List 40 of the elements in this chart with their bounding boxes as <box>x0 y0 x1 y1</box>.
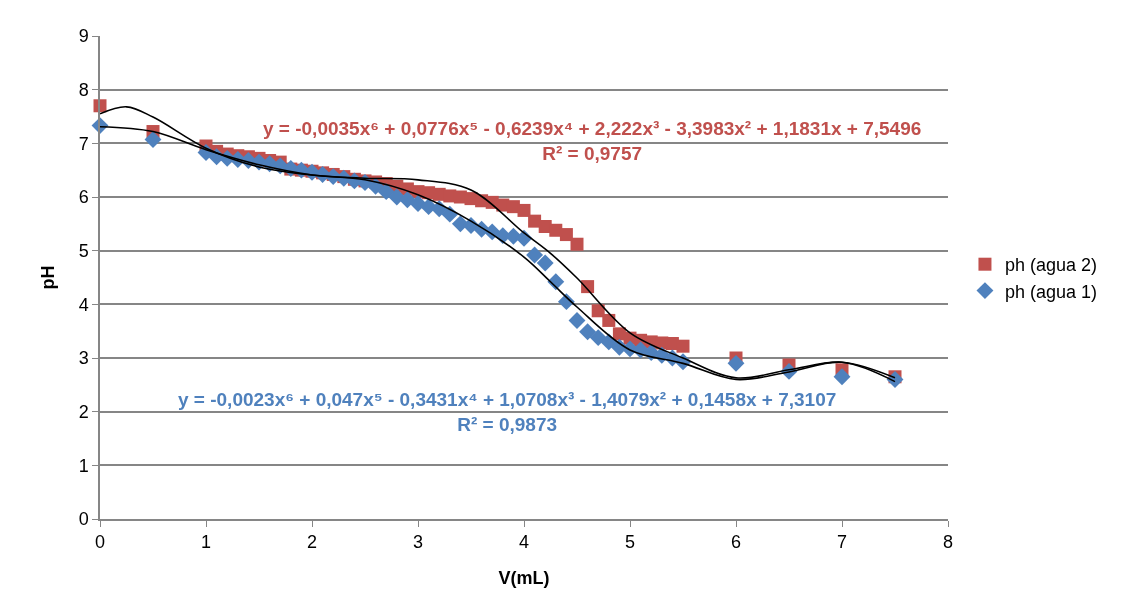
y-tick-label: 2 <box>78 401 89 422</box>
point <box>377 183 395 201</box>
x-tick-label: 3 <box>412 532 424 553</box>
y-tick-label: 0 <box>78 509 89 530</box>
x-tick-label: 1 <box>200 532 212 553</box>
y-tick-label: 1 <box>78 455 89 476</box>
x-tick-label: 6 <box>730 532 742 553</box>
point <box>517 203 531 217</box>
point <box>144 131 162 149</box>
x-tick-label: 2 <box>306 532 318 553</box>
x-tick-label: 0 <box>94 532 106 553</box>
point <box>579 323 597 341</box>
x-tick-label: 4 <box>518 532 530 553</box>
point <box>676 339 690 353</box>
y-tick-label: 6 <box>78 187 89 208</box>
point <box>536 254 554 272</box>
point <box>570 237 584 251</box>
y-axis-title: pH <box>37 265 58 290</box>
point <box>559 228 573 242</box>
y-tick-label: 9 <box>78 26 89 47</box>
y-tick-label: 7 <box>78 133 89 154</box>
annotation: y = -0,0035x⁶ + 0,0776x⁵ - 0,6239x⁴ + 2,222x³ - 3,3983x² + 1,1831x + 7,5496 R² = 0,9757 <box>263 118 922 164</box>
point <box>528 214 542 228</box>
point <box>602 313 616 327</box>
y-tick-label: 5 <box>78 240 89 261</box>
point <box>526 246 544 264</box>
x-axis-title: V(mL) <box>498 567 550 588</box>
x-tick-label: 5 <box>624 532 636 553</box>
point <box>833 368 851 386</box>
point <box>727 354 745 372</box>
point <box>568 311 586 329</box>
legend-label: ph (agua 2) <box>1004 255 1098 276</box>
x-tick-label: 8 <box>942 532 954 553</box>
x-tick-label: 7 <box>836 532 848 553</box>
y-tick-label: 3 <box>78 348 89 369</box>
legend-label: ph (agua 1) <box>1004 281 1098 302</box>
point <box>589 329 607 347</box>
annotation: y = -0,0023x⁶ + 0,047x⁵ - 0,3431x⁴ + 1,0708x³ - 1,4079x² + 0,1458x + 7,3107 R² = 0,9873 <box>178 389 837 435</box>
y-tick-label: 8 <box>78 79 89 100</box>
y-tick-label: 4 <box>78 294 89 315</box>
